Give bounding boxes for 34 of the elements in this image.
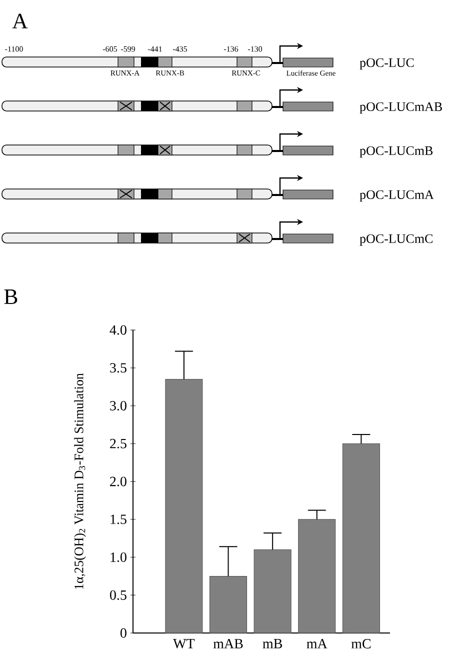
bar [210,576,248,634]
bar [342,443,380,634]
x-tick-label: WT [173,639,195,648]
category-label: pOC-LUCmC [360,234,432,246]
text: -130 [248,46,262,52]
y-tick-label: 0.5 [110,590,126,600]
chart-title: B [4,289,18,304]
y-tick-label: 3.0 [110,401,126,411]
y-tick-label: 1.0 [110,552,126,562]
bar [165,378,203,634]
y-tick-label: 4.0 [110,325,126,335]
text: A [12,14,28,28]
bar [298,519,336,634]
x-tick-label: mAB [213,639,243,648]
category-label: pOC-LUCmB [360,146,433,158]
bar [254,549,292,634]
text: -1100 [5,46,23,52]
y-tick-label: 2.0 [110,476,126,486]
text: -441 [148,46,162,52]
category-label: pOC-LUC [360,58,414,70]
y-tick-label: 0 [120,628,126,638]
category-label: pOC-LUCmA [360,190,434,202]
text: -136 [224,46,238,52]
text: -599 [120,46,136,52]
y-tick-label: 2.5 [110,438,126,448]
x-tick-label: mA [306,639,328,648]
y-tick-label: 1.5 [110,514,126,524]
text: -605 [102,46,118,52]
x-tick-label: mB [262,639,282,648]
y-axis-title: 1α,25(OH)$_{2}$ Vitamin D$_{3}$-Fold Stimulation [74,373,86,589]
x-tick-label: mC [351,639,371,648]
category-label: pOC-LUCmAB [360,102,442,114]
y-tick-label: 3.5 [110,363,126,373]
text: -435 [172,46,188,52]
